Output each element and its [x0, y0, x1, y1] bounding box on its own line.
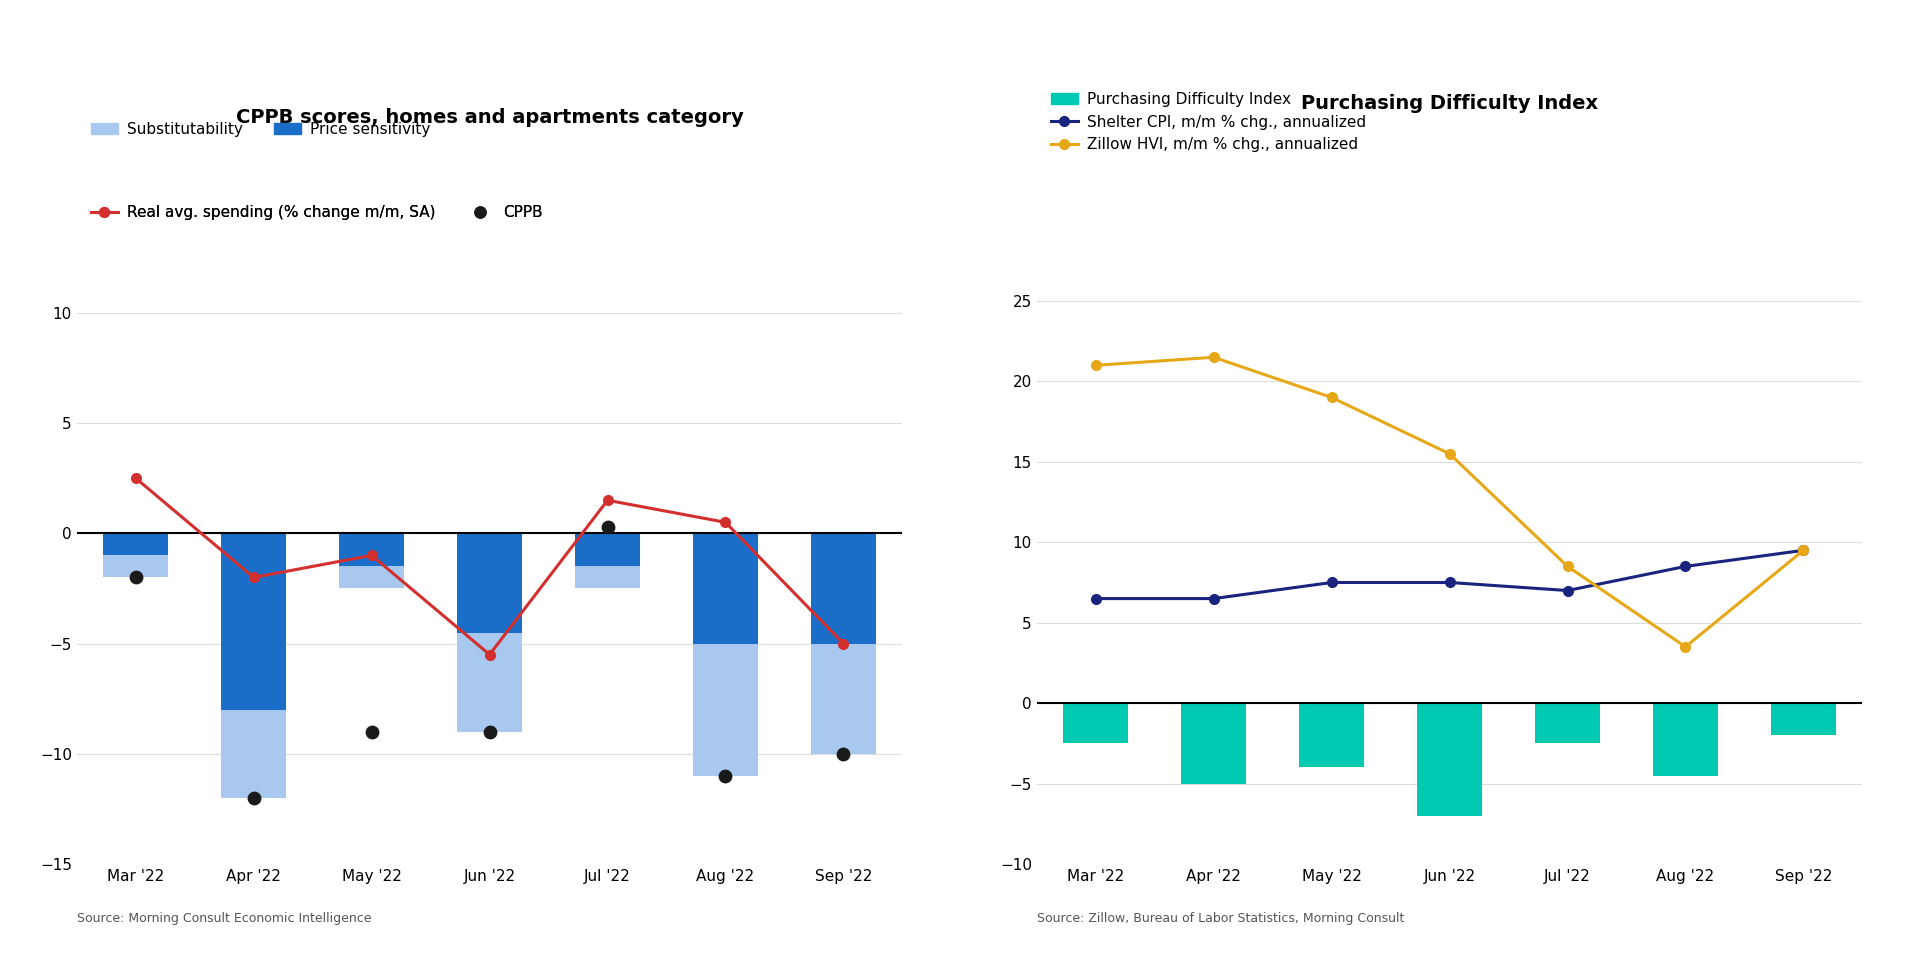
Bar — [693, 643, 758, 776]
Bar — [1770, 703, 1836, 735]
Bar — [576, 534, 639, 566]
Bar — [221, 709, 286, 798]
Bar — [1536, 703, 1599, 743]
Bar — [576, 566, 639, 588]
Bar — [104, 556, 169, 577]
Title: CPPB scores, homes and apartments category: CPPB scores, homes and apartments catego… — [236, 108, 743, 127]
Point — [591, 519, 622, 535]
Point — [121, 569, 152, 585]
Bar — [810, 534, 876, 643]
Point — [238, 790, 269, 805]
Bar — [693, 534, 758, 643]
Bar — [810, 643, 876, 754]
Bar — [457, 534, 522, 633]
Point — [710, 768, 741, 783]
Point — [357, 724, 388, 739]
Bar — [340, 534, 403, 566]
Text: Source: Morning Consult Economic Intelligence: Source: Morning Consult Economic Intelli… — [77, 912, 371, 924]
Legend: Purchasing Difficulty Index, Shelter CPI, m/m % chg., annualized, Zillow HVI, m/: Purchasing Difficulty Index, Shelter CPI… — [1044, 86, 1373, 158]
Bar — [1300, 703, 1363, 767]
Point — [828, 746, 858, 761]
Text: Source: Zillow, Bureau of Labor Statistics, Morning Consult: Source: Zillow, Bureau of Labor Statisti… — [1037, 912, 1404, 924]
Legend: Real avg. spending (% change m/m, SA), CPPB: Real avg. spending (% change m/m, SA), C… — [84, 199, 549, 227]
Bar — [457, 633, 522, 732]
Bar — [1181, 703, 1246, 783]
Bar — [1064, 703, 1129, 743]
Bar — [221, 534, 286, 709]
Point — [474, 724, 505, 739]
Bar — [104, 534, 169, 556]
Bar — [1653, 703, 1718, 776]
Bar — [340, 566, 403, 588]
Bar — [1417, 703, 1482, 816]
Title: Purchasing Difficulty Index: Purchasing Difficulty Index — [1302, 94, 1597, 113]
